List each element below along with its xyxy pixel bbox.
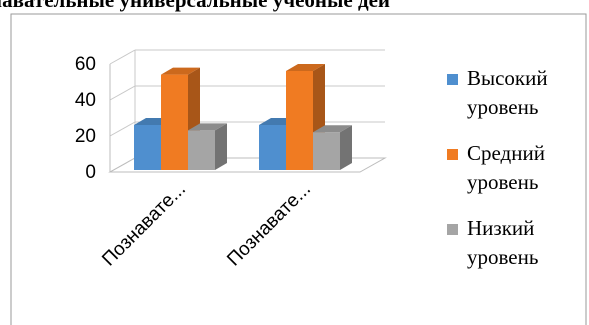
y-tick-label: 0 <box>85 162 96 183</box>
chart-floor <box>108 157 387 173</box>
x-tick-label: Познавате... <box>98 179 190 271</box>
chart-frame <box>10 13 587 325</box>
gridline-side <box>109 85 136 101</box>
legend-swatch <box>447 74 458 85</box>
y-tick-label: 40 <box>75 90 96 111</box>
legend-label: Средний <box>467 141 545 165</box>
gridline-side <box>109 49 136 65</box>
chart-title: навательные универсальные учебные дей <box>0 0 391 12</box>
x-tick-label: Познавате... <box>223 179 315 271</box>
legend-swatch <box>447 224 458 235</box>
bar-top <box>188 123 227 131</box>
bar-top <box>161 67 200 75</box>
legend-label: Высокий <box>467 66 548 90</box>
legend-label: Низкий <box>467 216 534 240</box>
gridline-side <box>109 121 136 137</box>
legend-label: уровень <box>467 170 538 194</box>
bar-top <box>313 125 352 133</box>
y-tick-label: 60 <box>75 54 96 75</box>
legend-label: уровень <box>467 245 538 269</box>
bar <box>259 125 286 170</box>
bar <box>286 71 313 170</box>
bar <box>188 130 215 170</box>
bar <box>313 132 340 170</box>
y-tick-label: 20 <box>75 126 96 147</box>
bar <box>161 74 188 170</box>
bars <box>134 64 352 170</box>
bar-side <box>215 123 227 170</box>
bar <box>134 125 161 170</box>
legend-swatch <box>447 149 458 160</box>
legend: Высокий уровень Средний уровень Низкий уровен… <box>447 66 548 269</box>
bar-side <box>340 125 352 170</box>
bar-top <box>286 64 325 71</box>
legend-label: уровень <box>467 95 538 119</box>
